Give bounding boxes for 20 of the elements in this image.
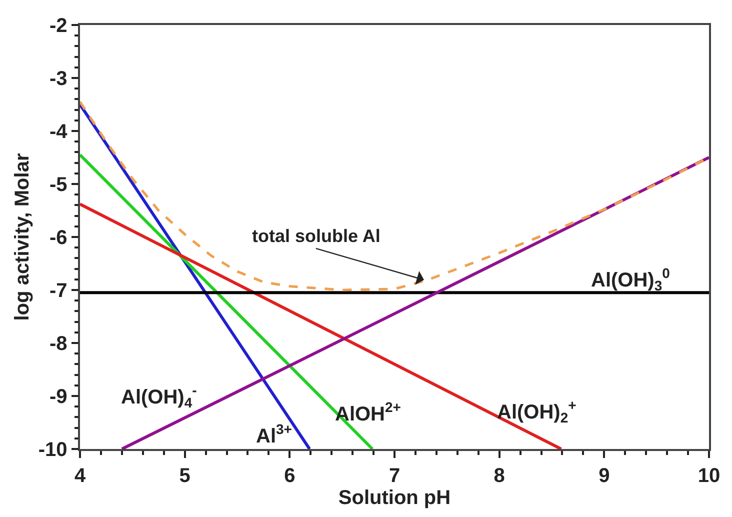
- y-tick-label: -8: [49, 333, 68, 355]
- y-tick-label: -9: [49, 386, 68, 408]
- x-tick-label: 4: [74, 464, 86, 487]
- y-tick-label: -3: [49, 68, 68, 90]
- y-tick-label: -10: [38, 439, 68, 461]
- x-tick-label: 8: [494, 464, 505, 487]
- series-label: Al$^{3+}$: [256, 421, 292, 448]
- x-tick-label: 10: [698, 464, 720, 487]
- x-tick-label: 7: [388, 464, 400, 487]
- y-tick-label: -7: [49, 280, 68, 302]
- y-tick-label: -5: [49, 174, 68, 196]
- y-tick-label: -6: [49, 227, 68, 249]
- y-tick-label: -2: [49, 15, 68, 37]
- y-axis-title: log activity, Molar: [11, 153, 34, 321]
- x-tick-label: 5: [179, 464, 190, 487]
- y-tick-label: -4: [49, 121, 68, 143]
- x-tick-label: 6: [284, 464, 296, 487]
- annotation: total soluble Al: [252, 226, 380, 246]
- x-axis-title: Solution pH: [338, 486, 451, 509]
- x-tick-label: 9: [598, 464, 610, 487]
